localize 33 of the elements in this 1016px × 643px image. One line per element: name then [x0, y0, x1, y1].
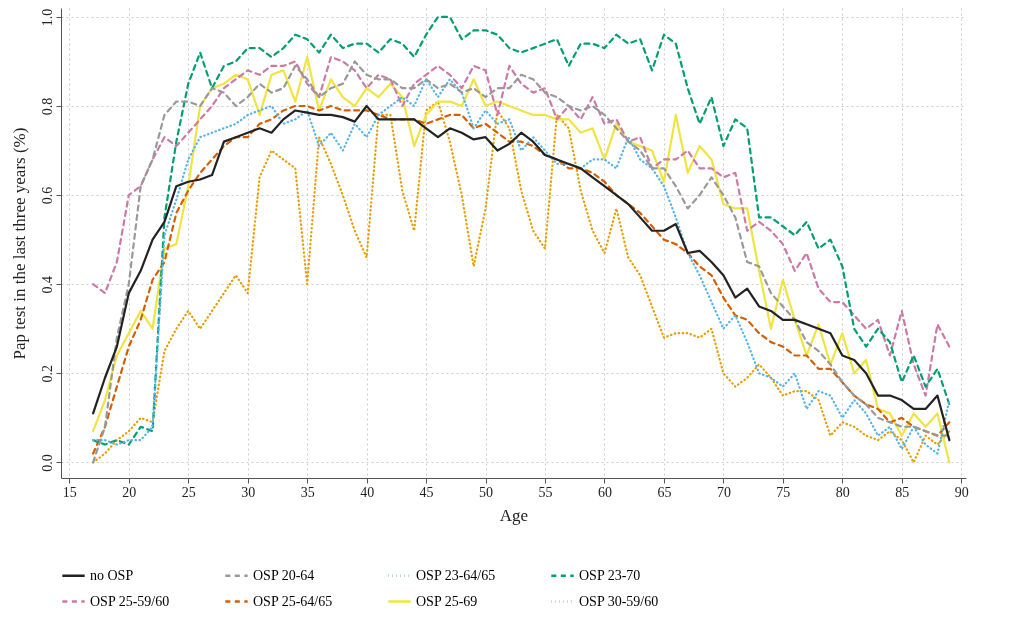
x-tick-label: 30	[241, 484, 256, 500]
x-tick-label: 15	[62, 484, 77, 500]
legend-label: OSP 30-59/60	[579, 593, 659, 609]
x-tick-label: 50	[479, 484, 494, 500]
legend-label: OSP 25-59/60	[90, 593, 170, 609]
x-tick-label: 25	[181, 484, 196, 500]
x-tick-label: 40	[360, 484, 375, 500]
x-tick-label: 80	[835, 484, 850, 500]
y-axis-title: Pap test in the last three years (%)	[9, 127, 29, 360]
x-tick-label: 60	[597, 484, 612, 500]
x-tick-label: 85	[895, 484, 910, 500]
y-tick-label: 0.8	[39, 97, 55, 116]
x-tick-label: 45	[419, 484, 434, 500]
y-tick-label: 0.0	[39, 454, 55, 472]
x-tick-label: 35	[300, 484, 315, 500]
y-tick-label: 0.6	[39, 186, 55, 205]
x-tick-label: 90	[954, 484, 969, 500]
x-tick-label: 20	[122, 484, 137, 500]
legend-label: OSP 23-70	[579, 567, 641, 583]
x-tick-label: 75	[776, 484, 791, 500]
legend-label: OSP 25-69	[416, 593, 478, 609]
x-tick-label: 70	[716, 484, 731, 500]
y-tick-label: 0.4	[39, 275, 55, 294]
x-tick-label: 55	[538, 484, 553, 500]
y-tick-label: 1.0	[39, 8, 55, 27]
legend-label: no OSP	[90, 567, 134, 583]
legend-label: OSP 20-64	[253, 567, 315, 583]
y-tick-label: 0.2	[39, 365, 55, 383]
x-tick-label: 65	[657, 484, 672, 500]
legend-label: OSP 25-64/65	[253, 593, 333, 609]
line-series	[92, 55, 951, 397]
legend-label: OSP 23-64/65	[416, 567, 496, 583]
x-axis-title: Age	[499, 505, 529, 525]
